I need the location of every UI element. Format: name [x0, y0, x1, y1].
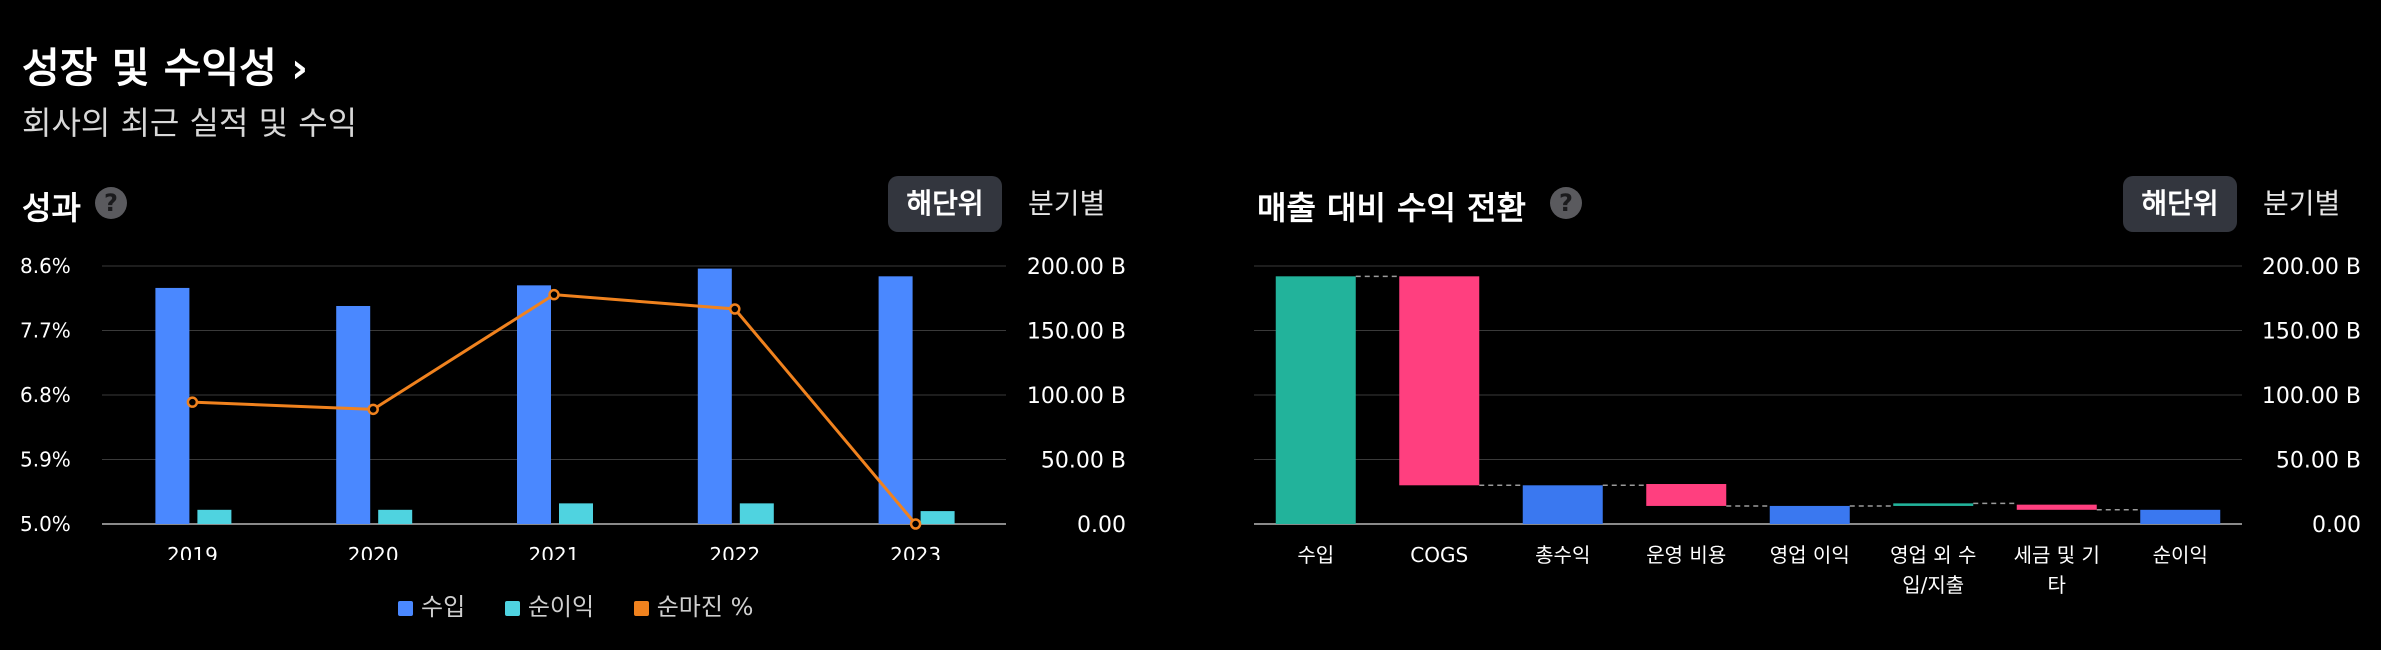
- y-right-tick-label: 50.00 B: [1041, 449, 1126, 474]
- annual-toggle-button[interactable]: 해단위: [2123, 176, 2237, 232]
- bar-revenue: [697, 268, 732, 524]
- y-right-tick-label: 200.00 B: [2262, 255, 2361, 280]
- bar-net-income: [197, 509, 232, 524]
- net-margin-point: [367, 403, 379, 416]
- x-tick-label: 순이익: [2153, 543, 2208, 567]
- help-icon[interactable]: ?: [95, 187, 127, 219]
- y-right-tick-label: 50.00 B: [2276, 449, 2361, 474]
- legend-item-net-margin[interactable]: 순마진 %: [633, 587, 754, 622]
- y-right-tick-label: 200.00 B: [1027, 255, 1126, 280]
- x-tick-label: 2019: [167, 543, 218, 560]
- performance-title: 성과: [22, 189, 81, 227]
- legend-item-net-income[interactable]: 순이익: [504, 587, 595, 622]
- net-margin-point: [548, 288, 560, 301]
- section-subtitle: 회사의 최근 실적 및 수익: [22, 104, 358, 142]
- bar-net-income: [920, 511, 955, 524]
- chart-legend: 수입 순이익 순마진 %: [398, 587, 785, 622]
- y-left-tick-label: 7.7%: [20, 319, 71, 343]
- y-left-tick-label: 6.8%: [20, 383, 71, 407]
- x-tick-label: 2020: [348, 543, 399, 560]
- bar-net-income: [559, 503, 593, 524]
- net-margin-point: [909, 518, 922, 530]
- legend-label: 순마진 %: [656, 593, 754, 621]
- x-tick-label: 총수익: [1535, 543, 1590, 567]
- waterfall-bar: [1275, 276, 1356, 524]
- x-tick-label: COGS: [1410, 543, 1468, 567]
- help-icon[interactable]: ?: [1550, 187, 1582, 219]
- x-tick-label: 2023: [890, 543, 941, 560]
- quarterly-toggle-button[interactable]: 분기별: [1028, 187, 1106, 220]
- legend-label: 수입: [421, 593, 466, 621]
- legend-swatch: [633, 600, 649, 616]
- x-tick-label: 운영 비용: [1646, 543, 1726, 567]
- y-left-tick-label: 5.9%: [20, 448, 71, 472]
- waterfall-bar: [1646, 484, 1727, 506]
- section-title[interactable]: 성장 및 수익성 ›: [22, 44, 309, 92]
- y-right-tick-label: 0.00: [1077, 513, 1126, 538]
- bar-revenue: [878, 276, 913, 524]
- y-left-tick-label: 8.6%: [20, 254, 71, 278]
- x-tick-label: 2022: [709, 543, 760, 560]
- net-margin-point: [729, 303, 741, 315]
- net-margin-line: [192, 293, 917, 525]
- performance-chart: 8.6% 200.00 B 7.7% 150.00 B 6.8% 100.00 B 5.9%…: [20, 254, 1126, 560]
- waterfall-bar: [1522, 485, 1603, 524]
- bar-revenue: [336, 305, 371, 524]
- revenue-to-profit-title: 매출 대비 수익 전환: [1257, 189, 1526, 227]
- waterfall-bar: [2016, 504, 2097, 510]
- legend-label: 순이익: [527, 593, 595, 621]
- y-right-tick-label: 100.00 B: [2262, 384, 2361, 409]
- x-tick-label: 수입: [1297, 543, 1334, 567]
- x-tick-label: 영업 이익: [1770, 543, 1850, 567]
- y-right-tick-label: 0.00: [2312, 513, 2361, 538]
- bar-revenue: [517, 285, 551, 524]
- bar-net-income: [739, 503, 774, 524]
- net-margin-point: [186, 396, 199, 408]
- waterfall-bar: [1769, 505, 1850, 524]
- legend-swatch: [504, 600, 520, 616]
- bar-revenue: [155, 287, 190, 524]
- waterfall-bar: [1399, 276, 1480, 486]
- legend-item-revenue[interactable]: 수입: [398, 587, 465, 622]
- waterfall-bar: [1893, 503, 1974, 506]
- waterfall-bar: [2140, 509, 2221, 524]
- x-tick-label: 2021: [529, 543, 580, 560]
- x-tick-label: 입/지출: [1902, 573, 1964, 597]
- quarterly-toggle-button[interactable]: 분기별: [2263, 187, 2341, 220]
- x-tick-label: 타: [2048, 573, 2066, 597]
- revenue-to-profit-chart: 200.00 B 150.00 B 100.00 B 50.00 B 0.00 수입 COG…: [1254, 255, 2361, 597]
- x-tick-label: 영업 외 수: [1890, 543, 1976, 567]
- x-tick-label: 세금 및 기: [2014, 543, 2100, 567]
- bar-net-income: [378, 509, 413, 524]
- y-right-tick-label: 150.00 B: [2262, 320, 2361, 345]
- annual-toggle-button[interactable]: 해단위: [888, 176, 1002, 232]
- y-right-tick-label: 100.00 B: [1027, 384, 1126, 409]
- y-left-tick-label: 5.0%: [20, 512, 71, 536]
- legend-swatch: [398, 600, 413, 616]
- y-right-tick-label: 150.00 B: [1027, 320, 1126, 345]
